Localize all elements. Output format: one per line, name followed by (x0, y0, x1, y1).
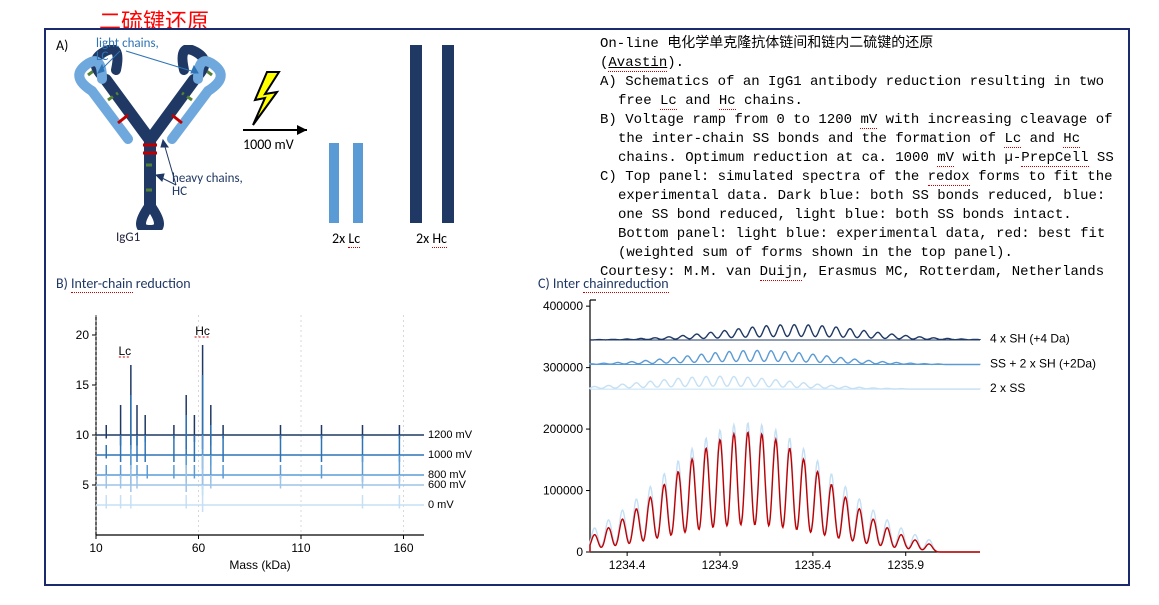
svg-text:100000: 100000 (543, 484, 583, 498)
svg-text:60: 60 (192, 541, 206, 555)
lc-label-l2: LC (96, 49, 108, 64)
svg-text:1000 mV: 1000 mV (428, 449, 473, 461)
voltage-label: 1000 mV (243, 136, 294, 153)
svg-text:0: 0 (576, 545, 583, 559)
svg-text:200000: 200000 (543, 422, 583, 436)
svg-text:110: 110 (291, 541, 310, 555)
desc-courtesy: Courtesy: M.M. van Duijn, Erasmus MC, Ro… (600, 263, 1120, 282)
svg-text:1234.9: 1234.9 (702, 558, 739, 572)
svg-text:4 x SH (+4 Da): 4 x SH (+4 Da) (990, 332, 1070, 346)
lc-bar-2 (353, 143, 363, 223)
panel-c-title: C) Inter chainreduction (538, 275, 669, 292)
lc-bar-1 (329, 143, 339, 223)
hc-bars-label: 2x Hc (416, 230, 447, 247)
svg-text:15: 15 (76, 378, 90, 392)
svg-text:10: 10 (89, 541, 103, 555)
hc-bar-2 (442, 45, 454, 223)
svg-text:0 mV: 0 mV (428, 499, 454, 511)
svg-text:20: 20 (76, 328, 90, 342)
reaction-arrow (235, 70, 325, 140)
lc-label: light chains, LC (96, 37, 159, 63)
svg-text:1235.4: 1235.4 (795, 558, 832, 572)
antibody-schematic (58, 45, 243, 230)
svg-text:300000: 300000 (543, 361, 583, 375)
figure-stage: 二硫键还原 A) (0, 0, 1159, 605)
hc-bar-1 (410, 45, 422, 223)
svg-text:2 x SS: 2 x SS (990, 381, 1025, 395)
desc-line-C: C) Top panel: simulated spectra of the r… (600, 168, 1120, 263)
panel-c-chart: 0 100000 200000 300000 400000 1234.4 1234.9 123… (518, 292, 1128, 580)
description-block: On-line 电化学单克隆抗体链间和链内二硫键的还原 (Avastin). A… (600, 35, 1120, 282)
desc-line-B: B) Voltage ramp from 0 to 1200 mV with i… (600, 111, 1120, 168)
svg-text:600 mV: 600 mV (428, 479, 467, 491)
panel-b-chart: 5 10 15 20 10 60 110 160 Mass (kDa) 1200 mV 1000 m… (62, 305, 492, 575)
hc-label: heavy chains, HC (172, 172, 243, 198)
desc-line-0b: (Avastin). (600, 54, 1120, 73)
igg1-label: IgG1 (116, 230, 140, 245)
svg-text:Mass (kDa): Mass (kDa) (229, 558, 290, 572)
hc-label-l2: HC (172, 184, 187, 199)
desc-line-A: A) Schematics of an IgG1 antibody reduct… (600, 73, 1120, 111)
svg-text:5: 5 (82, 478, 89, 492)
lc-bars-label: 2x Lc (332, 230, 360, 247)
svg-text:10: 10 (76, 428, 90, 442)
svg-text:160: 160 (393, 541, 413, 555)
svg-text:1235.9: 1235.9 (887, 558, 924, 572)
svg-text:SS + 2 x SH (+2Da): SS + 2 x SH (+2Da) (990, 356, 1096, 370)
desc-line-0a: On-line 电化学单克隆抗体链间和链内二硫键的还原 (600, 35, 1120, 54)
panel-b-title: B) Inter-chain reduction (56, 275, 191, 292)
svg-text:1234.4: 1234.4 (609, 558, 646, 572)
lightning-icon (253, 72, 279, 125)
svg-text:Lc: Lc (119, 344, 132, 358)
svg-text:400000: 400000 (543, 299, 583, 313)
svg-text:Hc: Hc (195, 324, 210, 338)
svg-text:1200 mV: 1200 mV (428, 429, 473, 441)
